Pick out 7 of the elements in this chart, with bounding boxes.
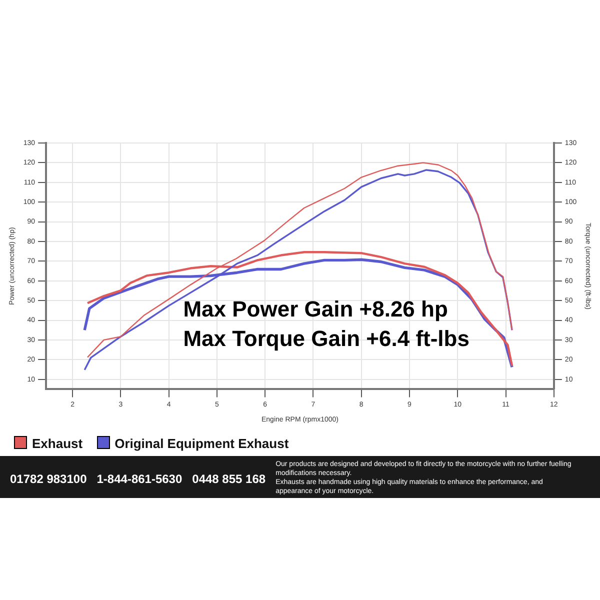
text: 1-844-861-5630 xyxy=(96,472,182,486)
text: 01782 983100 xyxy=(10,472,87,486)
legend-label: Original Equipment Exhaust xyxy=(114,436,289,451)
text: 0448 855 168 xyxy=(192,472,266,486)
annotation: Max Power Gain +8.26 hp xyxy=(183,296,448,322)
annotation: Max Torque Gain +6.4 ft-lbs xyxy=(183,326,470,352)
legend-label: Exhaust xyxy=(31,436,83,451)
